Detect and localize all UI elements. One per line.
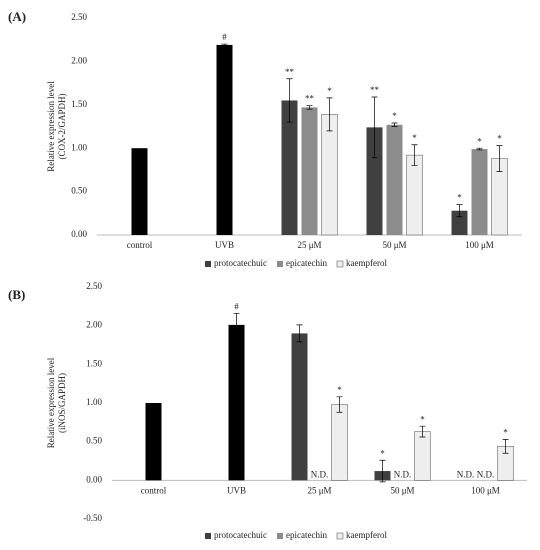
annotation: N.D.	[457, 469, 475, 479]
error-bar	[419, 425, 426, 438]
x-tick-label: 50 μM	[382, 240, 406, 250]
annotation: *	[392, 111, 397, 121]
y-axis-label: (iNOS/GAPDH)	[57, 373, 67, 433]
annotation: **	[285, 67, 295, 77]
bar	[291, 333, 308, 481]
annotation: *	[420, 414, 425, 424]
x-tick-label: 25 μM	[307, 485, 331, 495]
y-tick-label: -0.50	[83, 513, 102, 523]
bar	[386, 124, 403, 235]
y-axis-label: Relative expression level	[46, 357, 56, 448]
legend-swatch	[336, 260, 344, 268]
error-bar	[336, 396, 343, 413]
legend-label: kaempferol	[346, 530, 387, 540]
legend-swatch	[276, 533, 283, 539]
annotation: *	[457, 193, 462, 203]
legend-swatch	[205, 261, 211, 267]
annotation: *	[497, 134, 502, 144]
bar	[414, 431, 431, 481]
legend-label: epicatechin	[286, 258, 327, 268]
y-tick-label: 2.00	[86, 320, 102, 330]
bar	[471, 149, 488, 235]
bar	[321, 114, 338, 236]
y-tick-label: 0.00	[86, 474, 102, 484]
error-bar	[326, 97, 333, 132]
annotation: *	[337, 385, 342, 395]
bar	[145, 403, 162, 481]
x-tick-label: 100 μM	[471, 485, 500, 495]
error-bar	[233, 312, 240, 337]
annotation: **	[370, 85, 380, 95]
bar	[301, 107, 318, 235]
legend-label: kaempferol	[346, 258, 387, 268]
y-tick-label: 0.50	[86, 436, 102, 446]
bar	[131, 148, 148, 235]
y-tick-label: 0.00	[71, 229, 87, 239]
legend-label: epicatechin	[286, 530, 327, 540]
x-tick-label: 25 μM	[297, 240, 321, 250]
legend-swatch	[276, 261, 283, 267]
bar	[281, 100, 298, 236]
bar	[331, 404, 348, 481]
error-bar	[502, 438, 509, 454]
error-bar	[296, 324, 303, 343]
y-tick-label: 1.00	[71, 142, 87, 152]
panel-label: (A)	[8, 9, 26, 24]
error-bar	[221, 43, 228, 47]
error-bar	[379, 459, 386, 483]
error-bar	[286, 78, 293, 123]
y-tick-label: 2.00	[71, 55, 87, 65]
y-tick-label: 1.50	[71, 99, 87, 109]
panel-label: (B)	[8, 287, 25, 302]
annotation: #	[234, 301, 239, 311]
error-bar	[306, 105, 313, 110]
annotation: N.D.	[394, 469, 412, 479]
error-bar	[391, 122, 398, 127]
legend-label: protocatechuic	[214, 530, 267, 540]
y-tick-label: 0.50	[71, 186, 87, 196]
annotation: N.D.	[477, 469, 495, 479]
legend-label: protocatechuic	[214, 258, 267, 268]
error-bar	[371, 96, 378, 159]
x-tick-label: 100 μM	[465, 240, 494, 250]
annotation: *	[503, 427, 508, 437]
y-axis-label: Relative expression level	[46, 81, 56, 172]
bar	[366, 127, 383, 235]
x-tick-label: UVB	[215, 240, 234, 250]
y-tick-label: 1.50	[86, 358, 102, 368]
bar	[451, 210, 468, 235]
legend-swatch	[205, 533, 211, 539]
x-tick-label: 50 μM	[390, 485, 414, 495]
x-tick-label: UVB	[227, 485, 246, 495]
y-tick-label: 2.50	[71, 12, 87, 22]
legend-swatch	[336, 532, 344, 540]
annotation: **	[305, 94, 315, 104]
y-axis-label: (COX-2/GAPDH)	[57, 94, 67, 160]
x-tick-label: control	[127, 240, 153, 250]
bar	[216, 44, 233, 235]
error-bar	[456, 204, 463, 218]
error-bar	[476, 147, 483, 151]
error-bar	[411, 144, 418, 166]
y-tick-label: 1.00	[86, 397, 102, 407]
x-tick-label: control	[141, 485, 167, 495]
bar	[228, 324, 245, 481]
annotation: N.D.	[311, 469, 329, 479]
annotation: #	[222, 32, 227, 42]
bar	[406, 154, 423, 236]
annotation: *	[412, 133, 417, 143]
annotation: *	[477, 136, 482, 146]
annotation: *	[380, 448, 385, 458]
error-bar	[496, 145, 503, 172]
annotation: *	[327, 86, 332, 96]
y-tick-label: 2.50	[86, 281, 102, 291]
